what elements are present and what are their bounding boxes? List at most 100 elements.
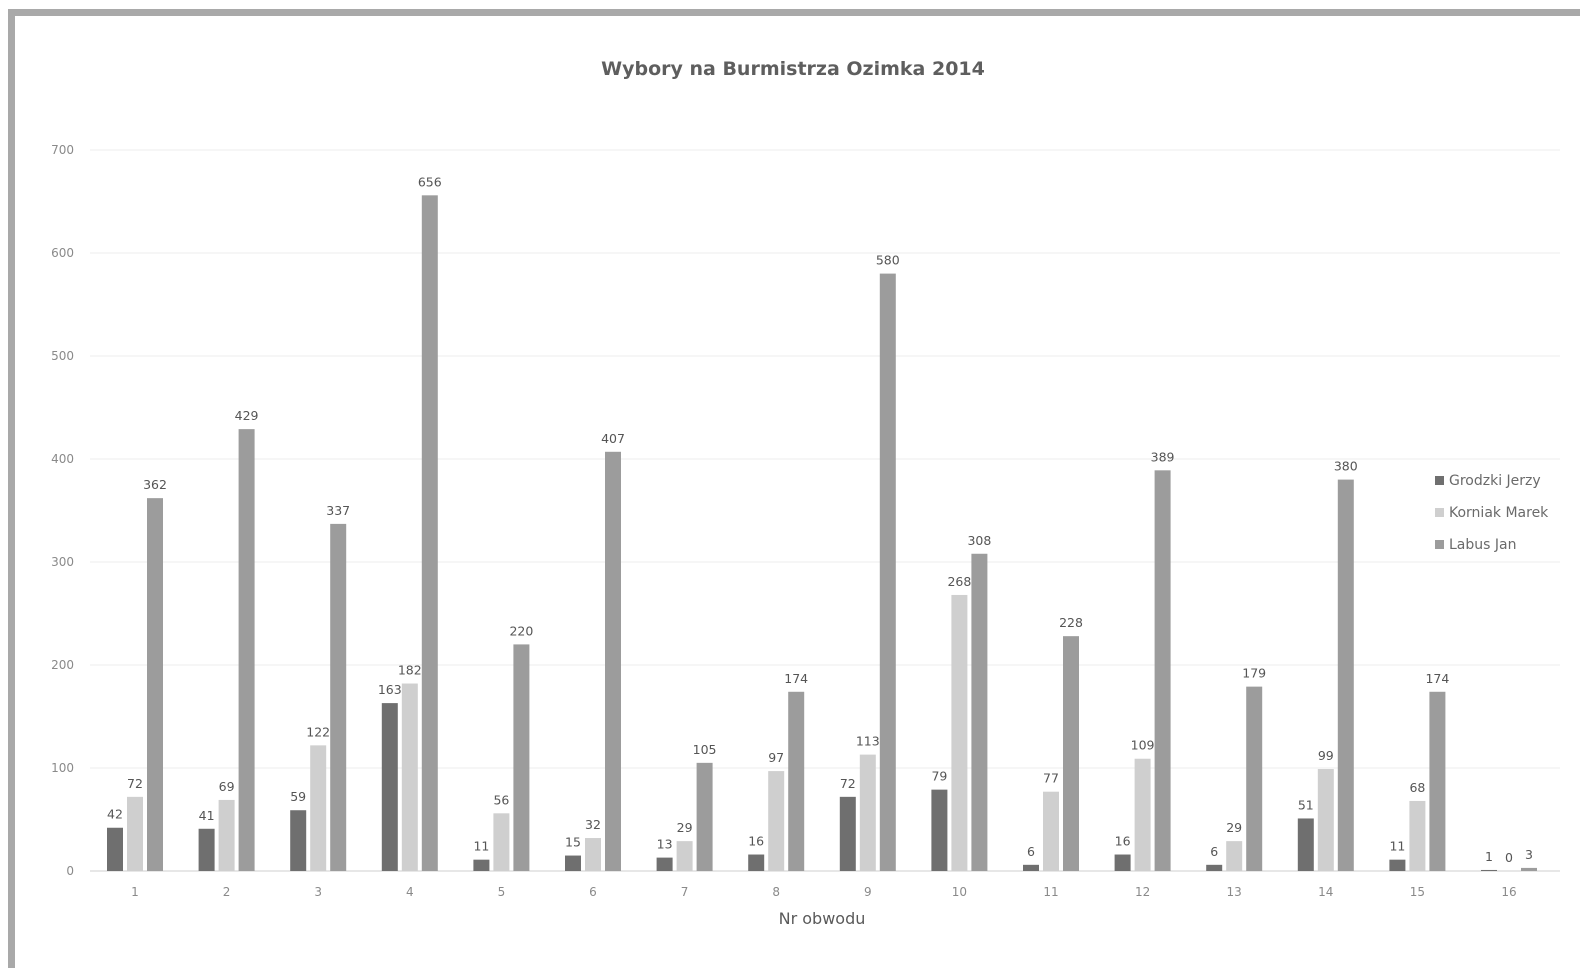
- bar-2-obwod-11: [1043, 791, 1059, 871]
- legend-swatch: [1435, 508, 1444, 517]
- data-label: 163: [378, 682, 402, 697]
- y-tick-label: 200: [51, 658, 74, 672]
- data-label: 16: [748, 834, 764, 849]
- x-tick-label: 16: [1501, 885, 1516, 899]
- bar-1-obwod-14: [1297, 818, 1314, 871]
- bar-3-obwod-10: [971, 553, 988, 871]
- bar-2-obwod-4: [401, 683, 418, 871]
- data-label: 389: [1151, 449, 1175, 464]
- gridlines: [90, 149, 1560, 872]
- bar-3-obwod-8: [788, 691, 805, 871]
- bar-2-obwod-14: [1317, 769, 1334, 871]
- data-label: 32: [585, 817, 601, 832]
- bar-3-obwod-1: [147, 498, 163, 871]
- data-label: 0: [1505, 850, 1513, 865]
- y-tick-label: 600: [51, 246, 74, 260]
- x-tick-label: 3: [314, 885, 322, 899]
- data-label: 11: [1389, 839, 1405, 854]
- data-label: 13: [657, 837, 673, 852]
- bar-2-obwod-12: [1134, 758, 1151, 871]
- x-tick-label: 8: [772, 885, 780, 899]
- data-label: 362: [143, 477, 167, 492]
- data-label: 174: [784, 671, 808, 686]
- data-label: 113: [856, 734, 880, 749]
- bar-2-obwod-13: [1226, 841, 1243, 871]
- bar-3-obwod-16: [1521, 867, 1537, 871]
- bar-1-obwod-12: [1114, 854, 1131, 871]
- legend-swatch: [1435, 476, 1444, 485]
- x-tick-label: 12: [1135, 885, 1150, 899]
- chart-title: Wybory na Burmistrza Ozimka 2014: [601, 58, 985, 80]
- bar-2-obwod-15: [1409, 800, 1426, 871]
- data-label: 122: [306, 724, 330, 739]
- bar-2-obwod-3: [310, 745, 327, 871]
- x-tick-label: 15: [1410, 885, 1425, 899]
- x-tick-label: 10: [952, 885, 967, 899]
- y-tick-label: 700: [51, 143, 74, 157]
- x-tick-label: 13: [1227, 885, 1242, 899]
- bar-1-obwod-2: [198, 828, 215, 871]
- bar-2-obwod-9: [859, 754, 876, 871]
- legend-swatch: [1435, 540, 1444, 549]
- bar-3-obwod-11: [1063, 636, 1079, 871]
- data-label: 228: [1059, 615, 1083, 630]
- data-label: 42: [107, 807, 123, 822]
- data-label: 105: [693, 742, 717, 757]
- bar-1-obwod-9: [839, 796, 856, 871]
- data-label: 656: [418, 174, 442, 189]
- bar-3-obwod-4: [421, 195, 438, 871]
- bar-1-obwod-4: [381, 703, 398, 871]
- y-tick-label: 300: [51, 555, 74, 569]
- data-label: 72: [127, 776, 143, 791]
- data-label: 6: [1210, 844, 1218, 859]
- legend: Grodzki Jerzy Korniak Marek Labus Jan: [1435, 473, 1549, 553]
- data-label: 174: [1425, 671, 1449, 686]
- data-label: 56: [493, 792, 509, 807]
- bar-3-obwod-15: [1429, 691, 1446, 871]
- data-label: 380: [1334, 459, 1358, 474]
- y-tick-label: 0: [66, 864, 74, 878]
- data-label: 268: [947, 574, 971, 589]
- bar-1-obwod-6: [565, 855, 581, 871]
- bar-1-obwod-10: [931, 789, 948, 871]
- bar-1-obwod-11: [1023, 864, 1039, 871]
- data-label: 6: [1027, 844, 1035, 859]
- bar-1-obwod-16: [1481, 869, 1497, 871]
- data-label: 1: [1485, 849, 1493, 864]
- bar-2-obwod-2: [218, 799, 235, 871]
- frame-border-left: [8, 9, 15, 968]
- bar-1-obwod-5: [473, 859, 490, 871]
- data-label: 182: [398, 663, 422, 678]
- data-label: 109: [1131, 738, 1155, 753]
- data-labels: 4272362416942959122337163182656115622015…: [107, 174, 1533, 865]
- y-tick-label: 500: [51, 349, 74, 363]
- data-label: 97: [768, 750, 784, 765]
- x-tick-label: 9: [864, 885, 872, 899]
- data-label: 337: [326, 503, 350, 518]
- bar-1-obwod-15: [1389, 859, 1406, 871]
- bar-1-obwod-13: [1206, 864, 1223, 871]
- data-label: 29: [1226, 820, 1242, 835]
- data-label: 69: [219, 779, 235, 794]
- data-label: 11: [473, 839, 489, 854]
- data-label: 72: [840, 776, 856, 791]
- data-label: 580: [876, 253, 900, 268]
- bar-3-obwod-13: [1246, 686, 1263, 871]
- data-label: 407: [601, 431, 625, 446]
- x-tick-label: 7: [681, 885, 689, 899]
- data-label: 79: [931, 769, 947, 784]
- y-tick-label: 100: [51, 761, 74, 775]
- bar-2-obwod-6: [585, 838, 601, 871]
- bar-3-obwod-2: [238, 429, 255, 871]
- data-label: 15: [565, 835, 581, 850]
- bars: [107, 195, 1537, 872]
- data-label: 3: [1525, 847, 1533, 862]
- data-label: 429: [235, 408, 259, 423]
- data-label: 51: [1298, 797, 1314, 812]
- bar-3-obwod-5: [513, 644, 530, 871]
- bar-2-obwod-8: [768, 771, 785, 871]
- bar-2-obwod-7: [676, 841, 693, 871]
- data-label: 16: [1115, 834, 1131, 849]
- bar-3-obwod-14: [1337, 479, 1354, 871]
